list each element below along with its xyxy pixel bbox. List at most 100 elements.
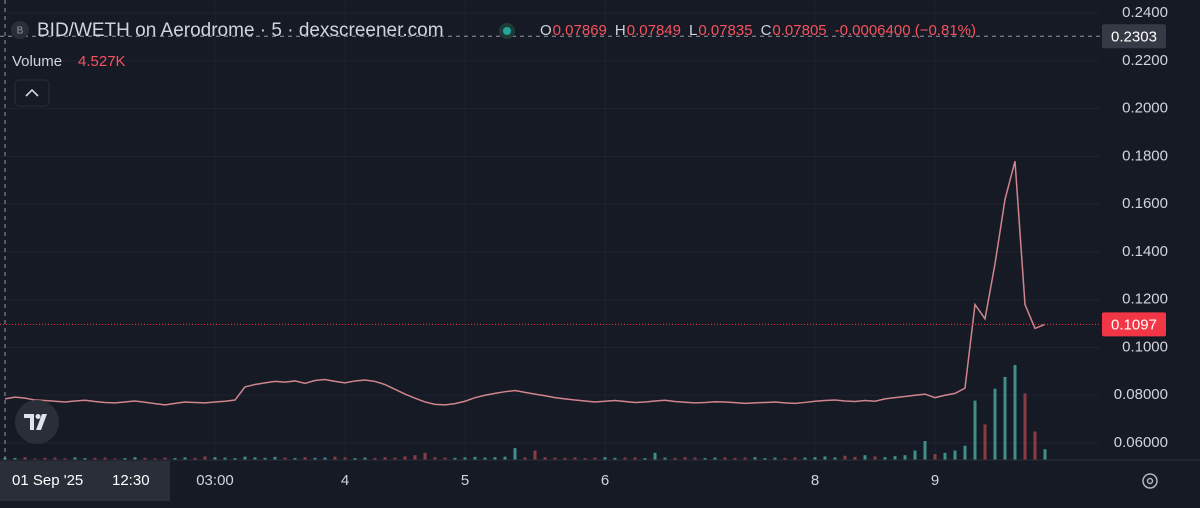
volume-bar: [883, 457, 887, 460]
settings-icon: [1146, 477, 1154, 485]
volume-bar: [53, 457, 57, 460]
volume-bar: [333, 456, 337, 460]
ohlc-key: L: [689, 22, 697, 39]
y-tick-label: 0.08000: [1114, 386, 1168, 403]
last-price-box: [1102, 312, 1166, 337]
volume-bar: [223, 457, 227, 460]
y-tick-label: 0.1000: [1122, 338, 1168, 355]
volume-bar: [353, 458, 357, 460]
volume-bar: [933, 454, 937, 460]
volume-bar: [563, 457, 567, 460]
crosshair-date: 01 Sep '25: [12, 472, 83, 489]
ohlc-value: 0.07805: [772, 22, 826, 39]
volume-bar: [833, 457, 837, 460]
volume-bar: [13, 458, 17, 460]
volume-bar: [583, 458, 587, 460]
volume-bar: [913, 450, 917, 460]
volume-bar: [663, 457, 667, 460]
volume-bar: [923, 441, 927, 460]
x-tick-label: 03:00: [196, 472, 234, 489]
volume-bar: [33, 458, 37, 460]
volume-bar: [393, 457, 397, 460]
volume-bar: [993, 388, 997, 460]
volume-bar: [553, 457, 557, 460]
price-line: [4, 161, 1046, 406]
volume-bar: [113, 458, 117, 460]
volume-bar: [853, 456, 857, 460]
volume-bar: [423, 452, 427, 460]
volume-bar: [673, 457, 677, 460]
volume-bar: [793, 457, 797, 460]
volume-bar: [383, 457, 387, 460]
ohlc-key: H: [615, 22, 626, 39]
volume-bar: [873, 456, 877, 460]
ohlc-value: 0.07849: [627, 22, 681, 39]
volume-bar: [463, 457, 467, 460]
y-tick-label: 0.2000: [1122, 100, 1168, 117]
volume-bar: [123, 458, 127, 460]
volume-bar: [23, 457, 27, 460]
y-tick-label: 0.2400: [1122, 4, 1168, 21]
x-tick-label: 8: [811, 472, 819, 489]
tv-logo-mark: [24, 414, 47, 430]
volume-bar: [823, 456, 827, 460]
volume-bar: [813, 457, 817, 460]
volume-bar: [133, 457, 137, 460]
volume-bar: [63, 458, 67, 460]
tv-logo[interactable]: [15, 400, 59, 444]
volume-bar: [513, 448, 517, 460]
crosshair-price-label: 0.2303: [1111, 28, 1157, 45]
volume-bar: [323, 457, 327, 460]
volume-bar: [483, 457, 487, 460]
volume-bar: [263, 457, 267, 460]
volume-bar: [283, 457, 287, 460]
crosshair-time: 12:30: [112, 472, 150, 489]
volume-bar: [543, 457, 547, 460]
x-tick-label: 6: [601, 472, 609, 489]
volume-bar: [643, 458, 647, 460]
volume-bar: [693, 457, 697, 460]
volume-bar: [183, 457, 187, 460]
y-tick-label: 0.2200: [1122, 52, 1168, 69]
volume-bar: [713, 457, 717, 460]
volume-bar: [163, 457, 167, 460]
volume-bar: [273, 456, 277, 460]
settings-button[interactable]: [1142, 473, 1158, 489]
volume-bar: [43, 457, 47, 460]
volume-bar: [603, 457, 607, 460]
volume-bar: [733, 457, 737, 460]
volume-bar: [803, 457, 807, 460]
y-tick-label: 0.06000: [1114, 434, 1168, 451]
volume-bar: [103, 457, 107, 460]
volume-bar: [963, 445, 967, 460]
volume-bar: [293, 458, 297, 460]
volume-bar: [433, 457, 437, 460]
x-tick-label: 5: [461, 472, 469, 489]
last-price-label: 0.1097: [1111, 316, 1157, 333]
volume-bar: [533, 450, 537, 460]
volume-bar: [193, 457, 197, 460]
volume-bar: [763, 458, 767, 460]
volume-bar: [943, 452, 947, 460]
volume-bar: [303, 457, 307, 460]
y-tick-label: 0.1400: [1122, 243, 1168, 260]
ohlc-value: 0.07869: [553, 22, 607, 39]
collapse-icon: [25, 88, 39, 97]
volume-bar: [613, 457, 617, 460]
volume-value: 4.527K: [78, 53, 126, 70]
volume-bar: [983, 424, 987, 460]
volume-bar: [373, 457, 377, 460]
volume-bar: [593, 457, 597, 460]
volume-bar: [93, 457, 97, 460]
status-dot: [503, 27, 511, 35]
volume-bar: [493, 457, 497, 460]
volume-bar: [173, 458, 177, 460]
volume-bar: [233, 458, 237, 460]
volume-bar: [903, 455, 907, 460]
volume-bar: [1043, 449, 1047, 460]
volume-bar: [343, 457, 347, 460]
ohlc-change: -0.0006400 (−0.81%): [835, 22, 976, 39]
collapse-button[interactable]: [14, 79, 50, 107]
volume-bar: [473, 456, 477, 460]
